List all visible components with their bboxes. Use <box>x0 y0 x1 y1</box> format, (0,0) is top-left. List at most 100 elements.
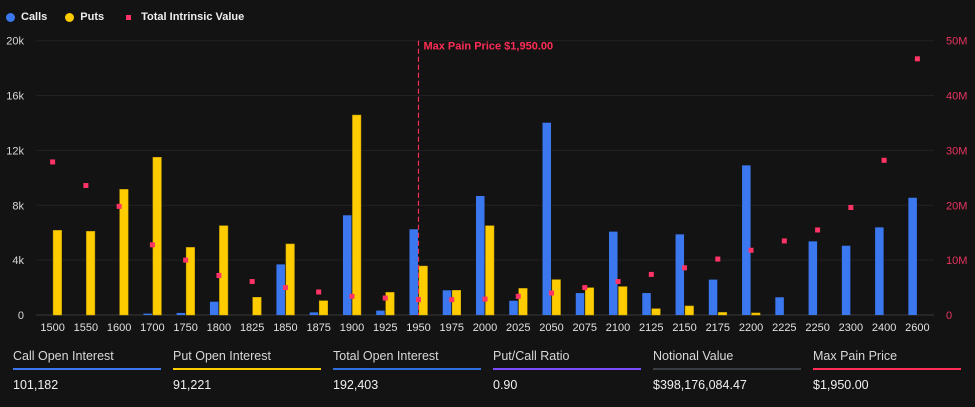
stat-call-open-interest: Call Open Interest 101,182 <box>13 349 161 392</box>
call-bar <box>708 279 718 315</box>
put-bar <box>152 157 162 316</box>
call-bar <box>808 241 818 315</box>
x-tick-label: 2150 <box>672 322 696 334</box>
stat-underline <box>333 368 481 370</box>
x-tick-label: 1975 <box>439 322 463 334</box>
y-left-tick-label: 0 <box>18 310 24 322</box>
put-bar <box>352 114 362 316</box>
put-bar <box>385 292 395 316</box>
x-tick-label: 2250 <box>805 322 829 334</box>
intrinsic-value-point <box>615 279 621 285</box>
calls-marker-icon <box>6 12 15 22</box>
stat-underline <box>173 368 321 370</box>
call-bar <box>841 245 851 315</box>
y-left-tick-label: 4k <box>12 255 24 267</box>
x-tick-label: 1950 <box>406 322 430 334</box>
intrinsic-marker-icon <box>126 14 132 20</box>
call-bar <box>642 293 651 315</box>
intrinsic-value-point <box>83 183 89 189</box>
intrinsic-value-point <box>715 256 721 262</box>
stat-value: $1,950.00 <box>813 378 869 392</box>
y-right-tick-label: 10M <box>946 255 967 267</box>
put-bar <box>618 286 628 316</box>
intrinsic-value-point <box>482 296 488 302</box>
intrinsic-value-point <box>249 279 255 285</box>
intrinsic-value-point <box>183 257 189 263</box>
call-bar <box>442 290 452 315</box>
call-bar <box>908 197 917 315</box>
x-tick-label: 1700 <box>140 322 164 334</box>
put-bar <box>551 279 561 316</box>
call-bar <box>542 122 552 315</box>
put-bar <box>418 265 428 316</box>
stat-put-call-ratio: Put/Call Ratio 0.90 <box>493 349 641 392</box>
stat-value: 0.90 <box>493 378 518 392</box>
call-bar <box>376 310 385 315</box>
put-bar <box>718 312 728 316</box>
intrinsic-value-point <box>748 247 754 253</box>
call-bar <box>609 231 618 315</box>
x-tick-label: 2200 <box>739 322 763 334</box>
intrinsic-value-point <box>815 227 821 233</box>
put-bar <box>252 297 262 316</box>
x-tick-label: 2075 <box>573 322 597 334</box>
stat-label: Total Open Interest <box>333 349 439 363</box>
intrinsic-value-point <box>316 289 322 295</box>
y-left-tick-label: 8k <box>12 200 24 212</box>
call-bar <box>409 229 418 315</box>
stats-row: Call Open Interest 101,182 Put Open Inte… <box>13 349 961 392</box>
stat-label: Notional Value <box>653 349 734 363</box>
intrinsic-value-point <box>648 271 654 277</box>
call-bar <box>775 297 784 315</box>
call-bar <box>875 227 884 315</box>
intrinsic-value-point <box>449 297 455 303</box>
stat-value: 101,182 <box>13 378 59 392</box>
legend-intrinsic[interactable]: Total Intrinsic Value <box>122 11 244 23</box>
call-bar <box>143 313 152 315</box>
put-bar <box>285 243 295 316</box>
x-tick-label: 1600 <box>107 322 131 334</box>
put-bar <box>185 247 195 316</box>
stat-underline <box>13 368 161 370</box>
stat-value: 192,403 <box>333 378 379 392</box>
stat-total-open-interest: Total Open Interest 192,403 <box>333 349 481 392</box>
stat-label: Max Pain Price <box>813 349 898 363</box>
legend-puts-label: Puts <box>80 11 105 23</box>
x-tick-label: 2600 <box>905 322 929 334</box>
y-right-tick-label: 50M <box>946 36 967 48</box>
x-tick-label: 1750 <box>173 322 197 334</box>
put-bar <box>518 288 528 316</box>
stat-label: Put Open Interest <box>173 349 271 363</box>
intrinsic-value-point <box>116 203 122 209</box>
legend-intrinsic-label: Total Intrinsic Value <box>141 11 245 23</box>
intrinsic-value-point <box>582 285 588 291</box>
x-tick-label: 2000 <box>473 322 497 334</box>
intrinsic-value-point <box>50 159 56 165</box>
x-tick-label: 2025 <box>506 322 530 334</box>
legend-puts[interactable]: Puts <box>65 11 104 23</box>
x-tick-label: 2050 <box>539 322 563 334</box>
call-bar <box>176 312 186 315</box>
call-bar <box>675 234 685 315</box>
intrinsic-value-point <box>282 285 288 291</box>
stat-label: Put/Call Ratio <box>493 349 570 363</box>
x-tick-label: 2100 <box>606 322 630 334</box>
legend-calls[interactable]: Calls <box>6 11 47 23</box>
stat-max-pain-price: Max Pain Price $1,950.00 <box>813 349 961 392</box>
legend-calls-label: Calls <box>21 11 48 23</box>
intrinsic-value-point <box>216 273 222 279</box>
x-tick-label: 1550 <box>74 322 98 334</box>
stat-underline <box>653 368 801 370</box>
stat-underline <box>493 368 641 370</box>
intrinsic-value-point <box>349 293 355 299</box>
call-bar <box>742 165 751 315</box>
y-right-tick-label: 30M <box>946 145 967 157</box>
legend: Calls Puts Total Intrinsic Value <box>6 11 244 23</box>
intrinsic-value-point <box>848 204 854 210</box>
put-bar <box>585 287 595 316</box>
max-pain-annotation: Max Pain Price $1,950.00 <box>423 41 553 53</box>
intrinsic-value-point <box>781 238 787 244</box>
intrinsic-value-point <box>682 265 688 271</box>
intrinsic-value-point <box>515 293 521 299</box>
